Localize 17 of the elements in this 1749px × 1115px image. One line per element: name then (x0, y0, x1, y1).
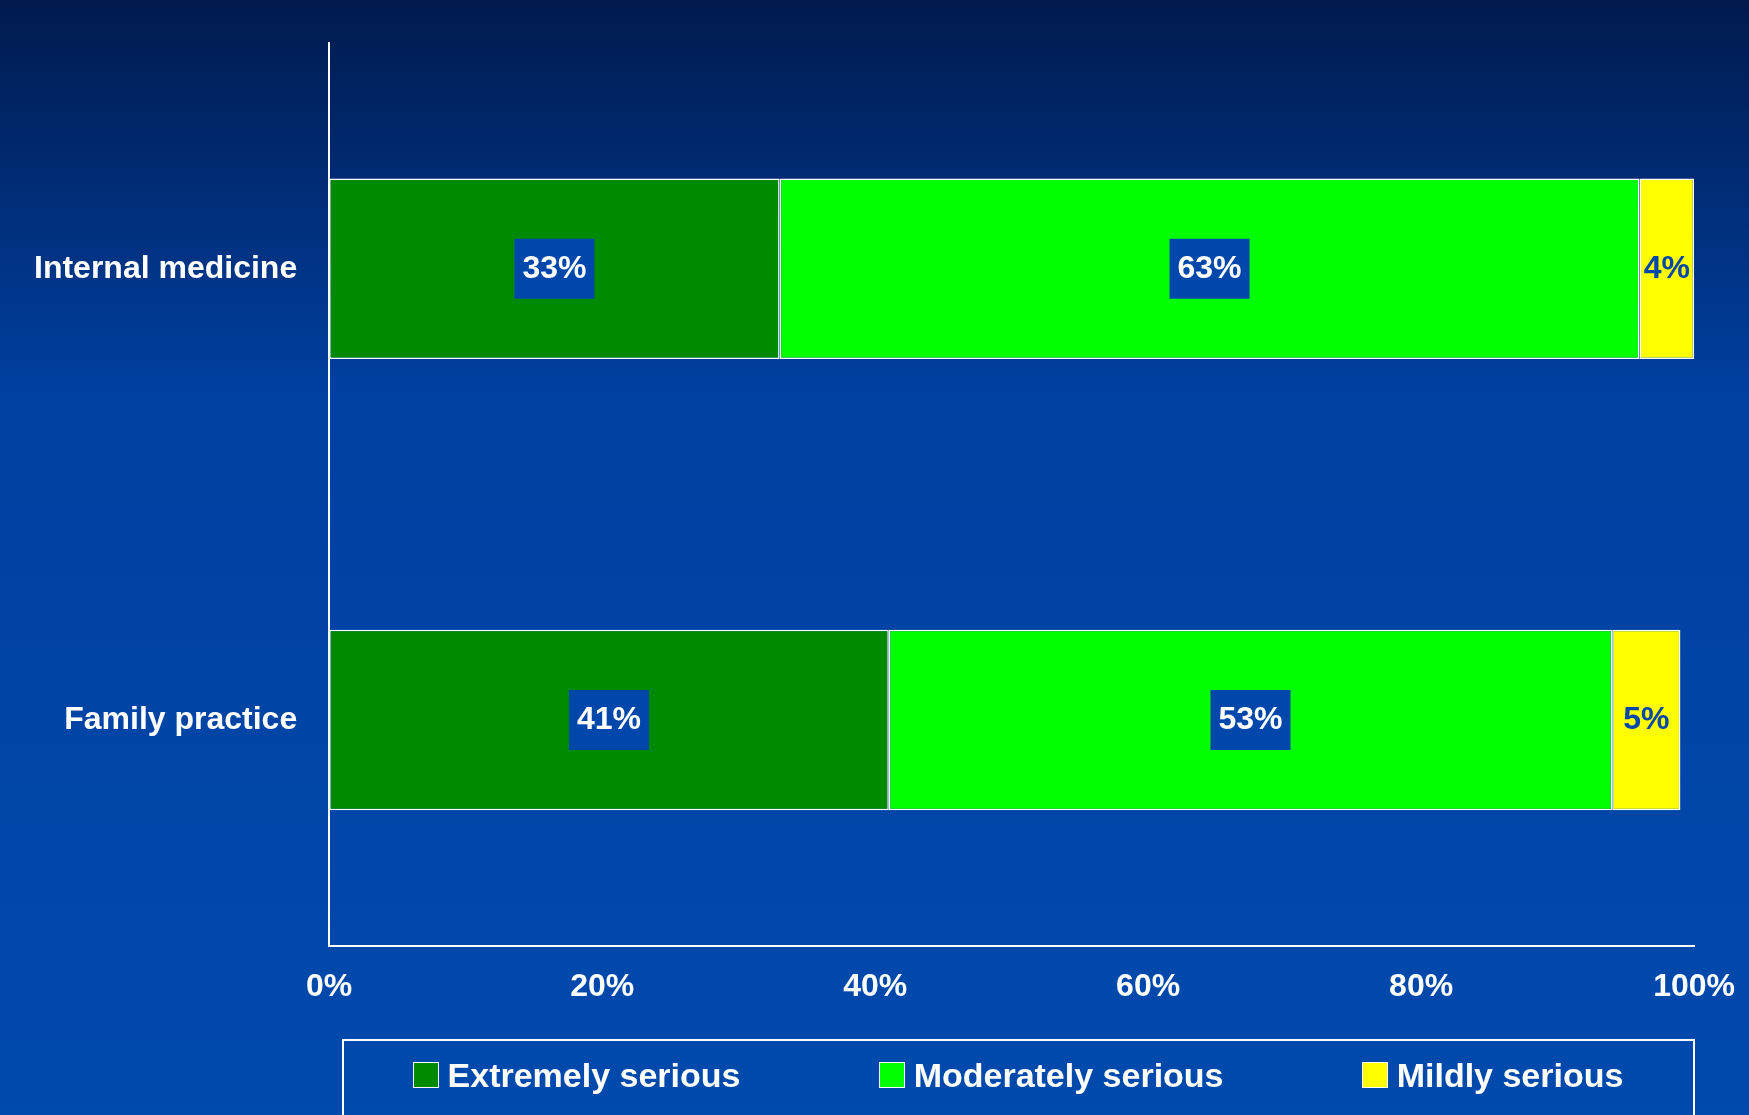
y-tick-label: Family practice (64, 699, 298, 736)
x-tick-label: 80% (1389, 966, 1454, 1003)
data-label: 41% (576, 699, 642, 736)
data-label: 33% (522, 248, 587, 285)
x-tick-label: 60% (1116, 966, 1181, 1003)
x-tick-label: 40% (843, 966, 908, 1003)
data-label: 63% (1177, 248, 1242, 285)
x-tick-label: 20% (570, 966, 635, 1003)
legend-label: Mildly serious (1396, 1055, 1624, 1095)
y-tick-label: Internal medicine (34, 248, 298, 285)
data-label: 4% (1643, 248, 1690, 285)
legend-label: Moderately serious (913, 1055, 1224, 1095)
legend-label: Extremely serious (447, 1055, 741, 1095)
x-tick-label: 0% (306, 966, 353, 1003)
data-label: 5% (1623, 699, 1670, 736)
data-label: 53% (1218, 699, 1283, 736)
x-tick-label: 100% (1653, 966, 1735, 1003)
